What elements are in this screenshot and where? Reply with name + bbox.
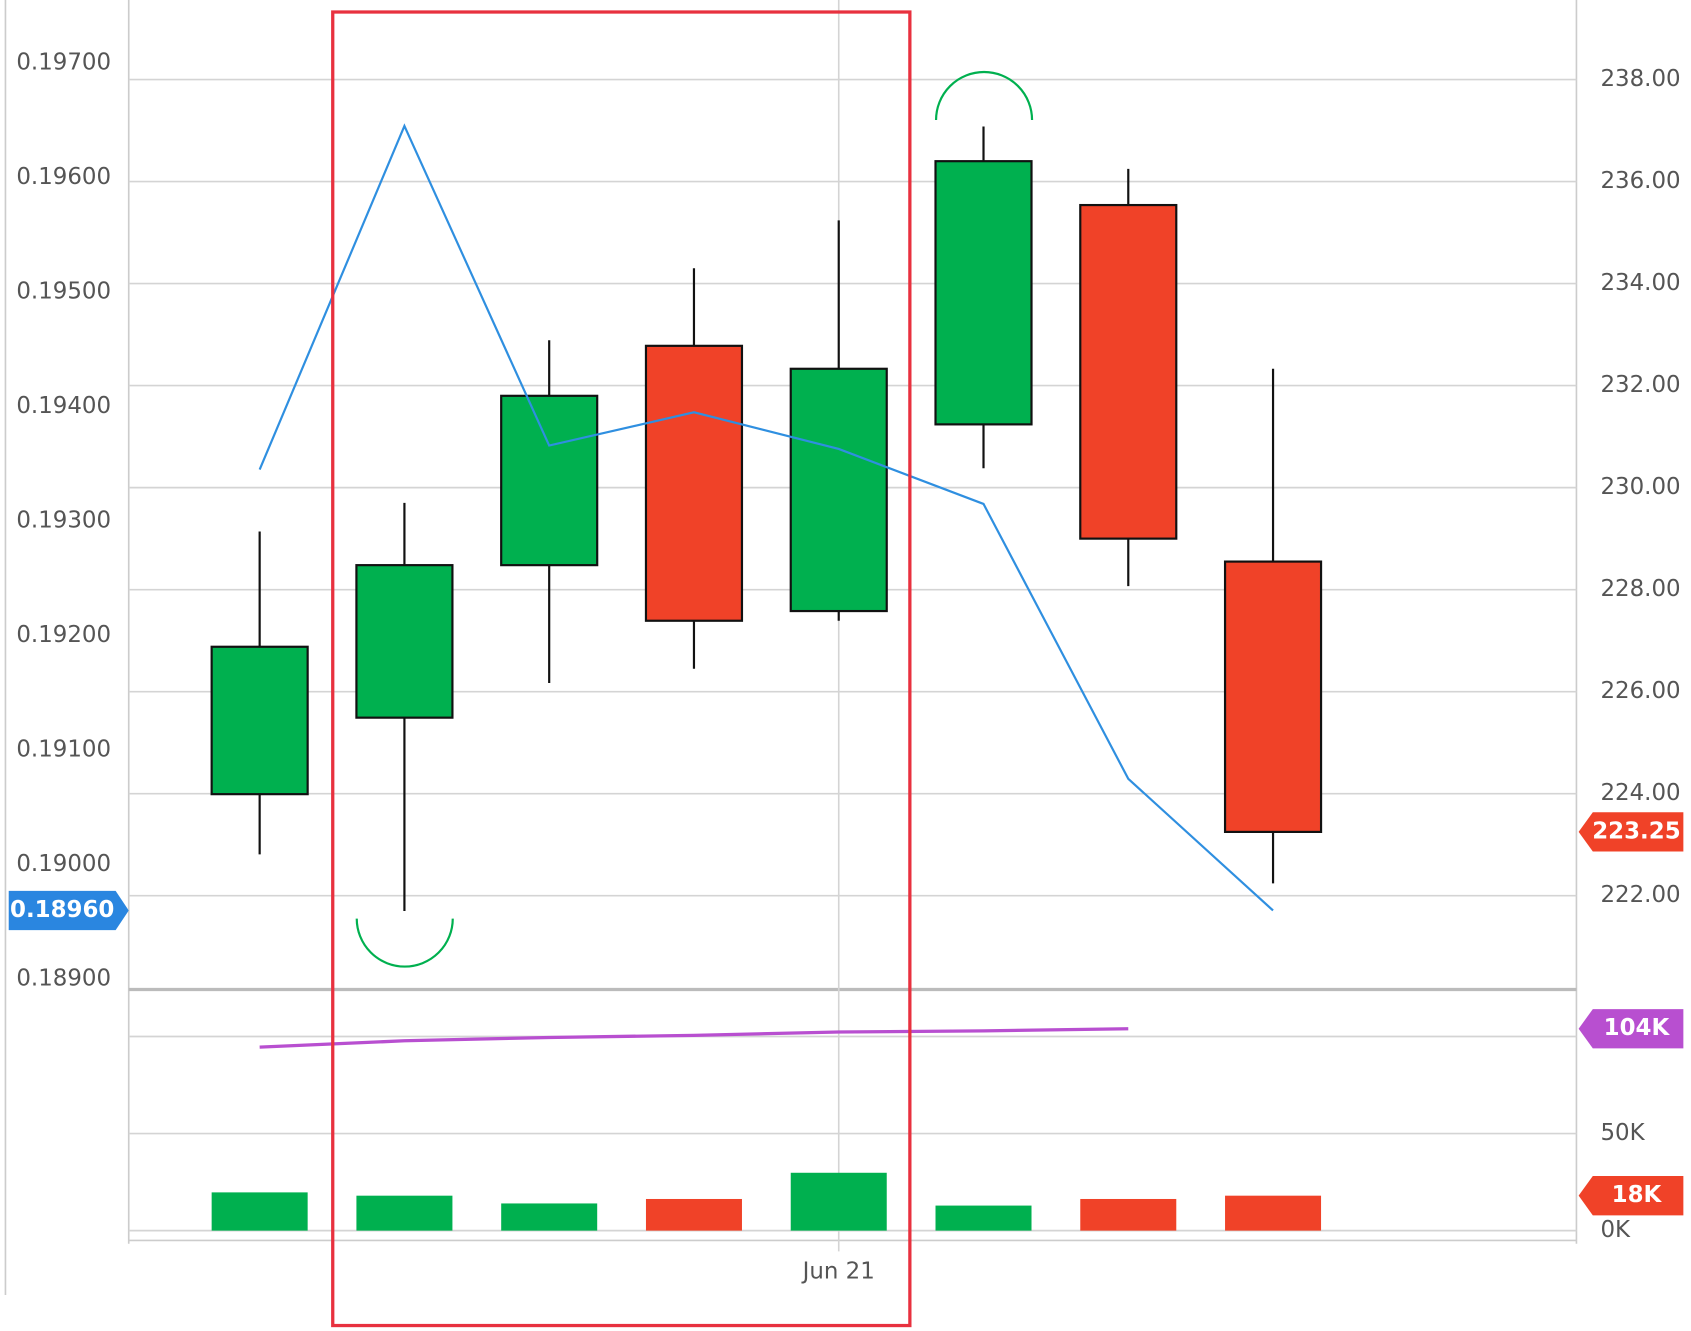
y-tick-label: 232.00 [1600, 372, 1680, 398]
low-marker [355, 918, 454, 968]
labels: 222.00 224.00 226.00 228.00 230.00 232.00 234.… [8, 49, 1684, 1285]
badge-label: 223.25 [1592, 818, 1680, 844]
high-marker [934, 71, 1034, 121]
volume-tick-label: 0K [1600, 1217, 1631, 1243]
volume-bar [645, 1198, 742, 1231]
y-tick-label: 234.00 [1600, 270, 1680, 296]
volume-bar [790, 1172, 887, 1231]
candle-body [789, 367, 888, 613]
y2-tick-label: 0.19200 [16, 622, 111, 648]
y-tick-label: 222.00 [1600, 882, 1680, 908]
y-tick-label: 226.00 [1600, 678, 1680, 704]
badge-label: 104K [1604, 1015, 1671, 1041]
y2-tick-label: 0.18900 [16, 966, 111, 992]
candle-body [644, 344, 744, 622]
y2-tick-label: 0.19700 [16, 49, 111, 75]
y2-tick-label: 0.19100 [16, 737, 111, 763]
volume-bar [1080, 1198, 1177, 1231]
y-tick-label: 224.00 [1600, 780, 1680, 806]
volume-bar [501, 1203, 598, 1231]
y2-tick-label: 0.19600 [16, 164, 111, 190]
candle-body [500, 394, 599, 567]
badge [1578, 812, 1684, 852]
y2-tick-label: 0.19500 [16, 279, 111, 305]
y-tick-label: 236.00 [1600, 168, 1680, 194]
volume-pane [211, 1027, 1322, 1231]
highlight-box [331, 10, 912, 1328]
volume-bar [935, 1205, 1032, 1231]
badge [8, 890, 129, 931]
y-tick-label: 230.00 [1600, 474, 1680, 500]
candle-body [1223, 560, 1323, 834]
y-tick-label: 238.00 [1600, 66, 1680, 92]
x-tick-label: Jun 21 [801, 1259, 875, 1285]
candles [210, 123, 1323, 912]
candle-body [1079, 203, 1178, 540]
badge-label: 18K [1612, 1182, 1663, 1208]
volume-bar [211, 1192, 308, 1231]
y2-tick-label: 0.19300 [16, 508, 111, 534]
candle-body [210, 645, 309, 796]
candle-body [355, 564, 454, 719]
badge [1578, 1009, 1684, 1049]
badge [1578, 1176, 1684, 1216]
candle-body [934, 160, 1033, 426]
grid [128, 0, 1577, 1252]
volume-average-line [259, 1027, 1129, 1049]
volume-bar [356, 1195, 453, 1231]
badge-label: 0.18960 [10, 897, 114, 923]
volume-bar [1225, 1195, 1322, 1231]
y2-tick-label: 0.19400 [16, 393, 111, 419]
price-line [258, 123, 1274, 912]
volume-tick-label: 50K [1600, 1120, 1645, 1146]
y-tick-label: 228.00 [1600, 576, 1680, 602]
y2-tick-label: 0.19000 [16, 851, 111, 877]
